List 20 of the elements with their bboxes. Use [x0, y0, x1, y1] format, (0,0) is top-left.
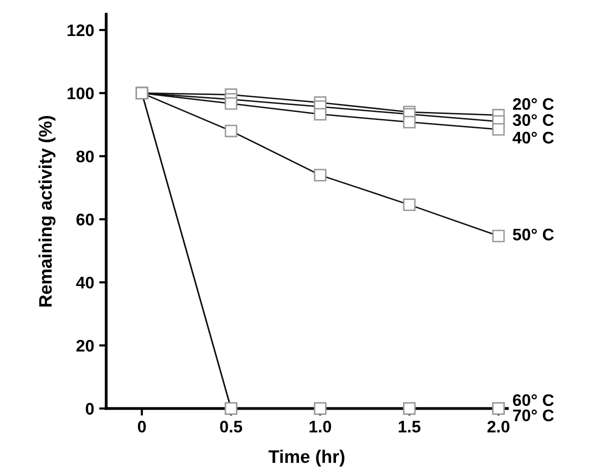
y-tick-label: 20 — [76, 340, 94, 352]
y-axis-title: Remaining activity (%) — [38, 116, 56, 306]
series-label: 70° C — [513, 410, 554, 422]
series-label: 60° C — [512, 394, 554, 406]
y-tick-label: 40 — [76, 276, 94, 289]
y-tick-label: 100 — [68, 88, 94, 100]
x-tick-label: 2.0 — [487, 420, 510, 433]
series-label: 30° C — [512, 114, 554, 126]
x-axis-title: Time (hr) — [268, 450, 344, 467]
x-tick-label: 0 — [138, 420, 146, 433]
y-tick-label: 0 — [86, 402, 94, 415]
x-tick-label: 0.5 — [220, 420, 242, 433]
y-tick-label: 120 — [68, 24, 94, 36]
series-label: 20° C — [512, 98, 554, 110]
series-label: 50° C — [512, 228, 554, 240]
y-tick-label: 80 — [76, 150, 94, 162]
x-tick-label: 1.0 — [310, 420, 332, 433]
x-tick-label: 1.5 — [398, 420, 420, 433]
y-tick-label: 60 — [76, 214, 94, 226]
series-label: 40° C — [512, 132, 554, 144]
